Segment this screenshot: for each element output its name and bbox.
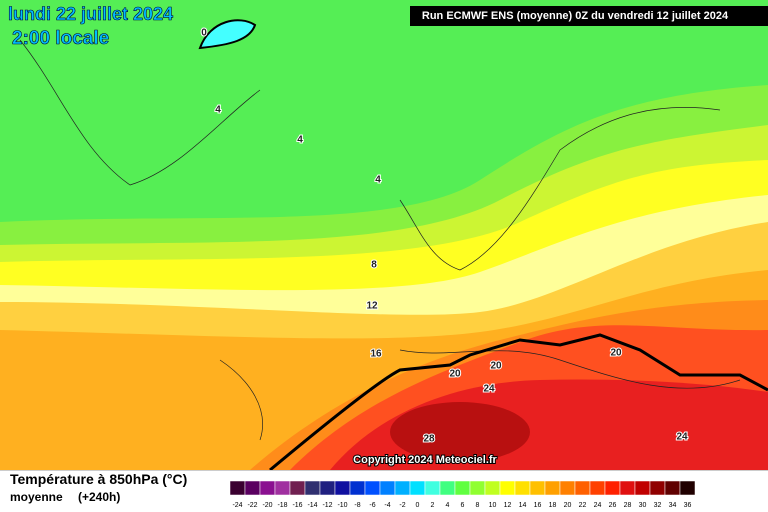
- colorbar-cell: [334, 480, 351, 496]
- legend-lead: (+240h): [78, 490, 120, 504]
- colorbar-cell: [574, 480, 591, 496]
- temp-band: [390, 402, 530, 462]
- contour-label: 0: [201, 28, 207, 39]
- colorbar-cell: [634, 480, 651, 496]
- colorbar-label: -20: [262, 502, 272, 509]
- legend-title: Température à 850hPa (°C): [10, 471, 187, 487]
- colorbar-cell: [484, 480, 501, 496]
- colorbar-cell: [349, 480, 366, 496]
- colorbar-label: 22: [579, 502, 587, 509]
- colorbar-cell: [514, 480, 531, 496]
- time: 2:00 locale: [12, 28, 109, 49]
- colorbar-cell: [604, 480, 621, 496]
- contour-label: 20: [490, 361, 502, 372]
- colorbar-cell: [274, 480, 291, 496]
- contour-label: 4: [375, 175, 381, 186]
- colorbar-cell: [529, 480, 546, 496]
- run-info: Run ECMWF ENS (moyenne) 0Z du vendredi 1…: [422, 10, 729, 22]
- colorbar-cell: [559, 480, 576, 496]
- contour-label: 4: [215, 105, 221, 116]
- colorbar-label: 4: [446, 502, 450, 509]
- colorbar-cell: [289, 480, 306, 496]
- colorbar-cell: [259, 480, 276, 496]
- contour-label: 16: [370, 349, 382, 360]
- contour-label: 20: [449, 369, 461, 380]
- colorbar-cell: [454, 480, 471, 496]
- colorbar-label: 10: [489, 502, 497, 509]
- colorbar-label: 20: [564, 502, 572, 509]
- contour-label: 8: [371, 260, 377, 271]
- colorbar-cell: [364, 480, 381, 496]
- colorbar-cell: [499, 480, 516, 496]
- colorbar-label: -10: [337, 502, 347, 509]
- coastline: [19, 39, 741, 441]
- lake: [198, 19, 257, 50]
- colorbar-cell: [679, 480, 696, 496]
- colorbar-cell: [424, 480, 441, 496]
- colorbar-label: 30: [639, 502, 647, 509]
- colorbar-label: -8: [354, 502, 360, 509]
- contour-label: 20: [610, 348, 622, 359]
- colorbar-cell: [379, 480, 396, 496]
- colorbar-cell: [394, 480, 411, 496]
- contour-label: 12: [366, 301, 378, 312]
- colorbar-label: 34: [669, 502, 677, 509]
- colorbar-cell: [319, 480, 336, 496]
- colorbar-cell: [544, 480, 561, 496]
- colorbar-cell: [649, 480, 666, 496]
- colorbar-label: 8: [476, 502, 480, 509]
- copyright: Copyright 2024 Meteociel.fr: [353, 454, 497, 466]
- contour-label: 4: [297, 135, 303, 146]
- colorbar-label: 12: [504, 502, 512, 509]
- colorbar-label: -22: [247, 502, 257, 509]
- colorbar-cell: [409, 480, 426, 496]
- colorbar-label: -4: [384, 502, 390, 509]
- colorbar-label: -24: [232, 502, 242, 509]
- colorbar-label: 14: [519, 502, 527, 509]
- colorbar-label: 2: [431, 502, 435, 509]
- colorbar-label: 28: [624, 502, 632, 509]
- contour-20: [269, 333, 768, 472]
- colorbar-label: 36: [684, 502, 692, 509]
- contour-label: 24: [483, 384, 495, 395]
- colorbar-cell: [229, 480, 246, 496]
- colorbar-cell: [244, 480, 261, 496]
- colorbar-label: -6: [369, 502, 375, 509]
- contour-label: 28: [423, 434, 435, 445]
- colorbar-label: 6: [461, 502, 465, 509]
- colorbar-label: -18: [277, 502, 287, 509]
- colorbar-cell: [619, 480, 636, 496]
- colorbar-label: 32: [654, 502, 662, 509]
- colorbar-cell: [589, 480, 606, 496]
- colorbar-label: -12: [322, 502, 332, 509]
- colorbar-label: -2: [399, 502, 405, 509]
- colorbar-cell: [664, 480, 681, 496]
- colorbar-label: -14: [307, 502, 317, 509]
- separator: [0, 470, 768, 471]
- colorbar-label: 18: [549, 502, 557, 509]
- colorbar-label: 26: [609, 502, 617, 509]
- colorbar-cell: [304, 480, 321, 496]
- colorbar-label: 16: [534, 502, 542, 509]
- colorbar-cell: [469, 480, 486, 496]
- contour-label: 24: [676, 432, 688, 443]
- colorbar-label: 0: [416, 502, 420, 509]
- legend-subtitle: moyenne: [10, 490, 63, 504]
- run-box: [410, 6, 768, 26]
- colorbar-label: 24: [594, 502, 602, 509]
- colorbar-label: -16: [292, 502, 302, 509]
- date: lundi 22 juillet 2024: [8, 4, 173, 24]
- colorbar-cell: [439, 480, 456, 496]
